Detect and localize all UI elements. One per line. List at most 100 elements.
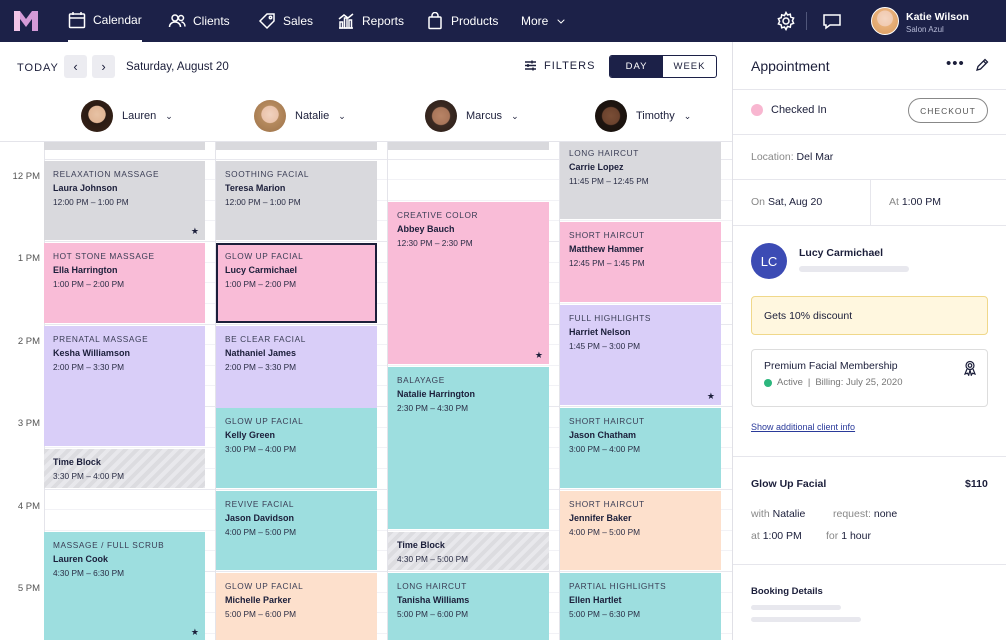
nav-sales-label: Sales [283,14,314,28]
staff-header-lauren[interactable]: Lauren ⌄ [81,99,173,133]
appointment-client: Tanisha Williams [397,595,470,605]
appointment-card[interactable]: Full Highlights Harriet Nelson 1:45 PM – 3… [560,304,721,405]
brand-logo-icon[interactable] [14,11,38,31]
appointment-card[interactable]: Soothing Facial Teresa Marion 12:00 PM – 1… [216,160,377,240]
appointment-time: 5:00 PM – 6:00 PM [397,609,469,619]
appointment-time: 2:00 PM – 3:30 PM [225,361,297,372]
next-day-button[interactable]: › [92,55,115,78]
appointment-card[interactable]: Revive Facial Jason Davidson 4:00 PM – 5:0… [216,490,377,570]
appointment-card[interactable]: Balayage Natalie Harrington 2:30 PM – 4:30… [388,366,549,529]
appointment-card[interactable]: Glow Up Facial Michelle Parker 5:00 PM – 6… [216,573,377,640]
appointment-time: 5:00 PM – 6:00 PM [225,609,297,619]
appointment-client: Time Block [397,539,445,550]
column-divider [559,142,560,640]
appointment-client: Abbey Bauch [397,223,455,234]
nav-sales[interactable]: Sales [258,0,313,42]
start-row[interactable]: at 1:00 PM [751,530,802,542]
appointment-card[interactable]: Glow Up Facial Kelly Green 3:00 PM – 4:00 … [216,408,377,488]
appointment-service: Short Haircut [569,230,645,241]
appointment-card[interactable]: Short Haircut Jennifer Baker 4:00 PM – 5:0… [560,490,721,570]
staff-header-marcus[interactable]: Marcus ⌄ [425,99,519,133]
status-dot [751,104,763,116]
nav-more[interactable]: More [521,0,567,42]
appointment-block-partial[interactable] [44,142,205,150]
reports-icon [338,13,354,29]
appointment-time: 5:00 PM – 6:30 PM [569,609,641,619]
grid-line [44,571,732,572]
date-row[interactable]: On Sat, Aug 20 [751,196,822,208]
appointment-service: Glow Up Facial [225,581,304,591]
nav-reports[interactable]: Reports [337,0,404,42]
time-value: 1:00 PM [901,196,941,208]
location-row[interactable]: Location: Del Mar [751,151,833,163]
appointment-time: 4:00 PM – 5:00 PM [569,526,641,537]
show-client-info-link[interactable]: Show additional client info [751,422,856,432]
divider [733,225,1006,226]
staff-row[interactable]: with Natalie [751,508,805,520]
day-view-button[interactable]: DAY [610,56,663,77]
membership-status: Active | Billing: July 25, 2020 [764,377,975,388]
client-avatar[interactable]: LC [751,243,787,279]
appointment-time: 12:45 PM – 1:45 PM [569,258,645,269]
appointment-time: 4:30 PM – 6:30 PM [53,567,125,578]
messages-button[interactable] [822,11,842,31]
time-block[interactable]: Time Block 4:30 PM – 5:00 PM [388,531,549,570]
more-options-icon[interactable]: ••• [946,55,965,72]
previous-day-button[interactable]: ‹ [64,55,87,78]
appointment-client: Jason Davidson [225,512,295,523]
appointment-card[interactable]: Relaxation Massage Laura Johnson 12:00 PM … [44,160,205,240]
membership-state: Active [777,377,803,388]
checkout-button[interactable]: CHECKOUT [908,98,988,123]
discount-notice: Gets 10% discount [751,296,988,335]
appointment-card[interactable]: Partial Highlights Ellen Hartlet 5:00 PM –… [560,573,721,640]
appointment-service: Short Haircut [569,416,645,426]
week-view-button[interactable]: WEEK [673,61,706,72]
award-ribbon-icon [963,360,977,376]
appointment-card[interactable]: Creative Color Abbey Bauch 12:30 PM – 2:30… [388,201,549,364]
appointment-card[interactable]: Glow Up Facial Lucy Carmichael 1:00 PM – 2… [216,243,377,323]
appointment-block-partial[interactable] [216,142,377,150]
client-name[interactable]: Lucy Carmichael [799,247,884,259]
appointment-card[interactable]: Short Haircut Jason Chatham 3:00 PM – 4:00… [560,408,721,488]
staff-header-natalie[interactable]: Natalie ⌄ [254,99,346,133]
time-row[interactable]: At 1:00 PM [889,196,941,208]
appointment-card[interactable]: Long Haircut Tanisha Williams 5:00 PM – 6:… [388,573,549,640]
service-name[interactable]: Glow Up Facial [751,478,827,490]
nav-calendar[interactable]: Calendar [68,0,142,42]
duration-row[interactable]: for 1 hour [826,530,871,542]
appointment-card[interactable]: Short Haircut Matthew Hammer 12:45 PM – 1:… [560,222,721,302]
edit-pencil-icon[interactable] [975,58,989,72]
appointment-card[interactable]: Hot Stone Massage Ella Harrington 1:00 PM … [44,243,205,323]
staff-header-timothy[interactable]: Timothy ⌄ [595,99,691,133]
user-avatar[interactable] [871,7,899,35]
user-name[interactable]: Katie Wilson [906,11,969,23]
duration-value: 1 hour [841,530,871,542]
appointment-card[interactable]: Massage / Full Scrub Lauren Cook 4:30 PM –… [44,531,205,640]
with-label: with [751,508,770,520]
membership-billing: Billing: July 25, 2020 [815,377,903,388]
today-button[interactable]: TODAY [17,62,59,74]
membership-card[interactable]: Premium Facial Membership Active | Billi… [751,349,988,407]
staff-avatar [81,100,113,132]
membership-separator: | [807,377,811,388]
appointment-card[interactable]: Long Haircut Carrie Lopez 11:45 PM – 12:45… [560,142,721,220]
appointment-service: Revive Facial [225,498,295,509]
appointment-client: Harriet Nelson [569,326,631,337]
booking-details-title: Booking Details [751,586,823,597]
membership-title: Premium Facial Membership [764,360,898,372]
nav-divider [806,12,807,30]
appointment-card[interactable]: Prenatal Massage Kesha Williamson 2:00 PM … [44,325,205,447]
time-block[interactable]: Time Block 3:30 PM – 4:00 PM [44,449,205,488]
start-value: 1:00 PM [762,530,802,542]
request-row[interactable]: request: none [833,508,897,520]
settings-button[interactable] [776,10,796,32]
appointment-time: 11:45 PM – 12:45 PM [569,175,649,186]
chevron-left-icon: ‹ [73,59,78,74]
nav-clients[interactable]: Clients [168,0,230,42]
nav-products[interactable]: Products [426,0,498,42]
filters-button[interactable]: FILTERS [524,59,595,72]
appointment-client: Lauren Cook [53,553,109,564]
appointment-block-partial[interactable] [388,142,549,150]
status-text[interactable]: Checked In [771,104,827,116]
appointment-service: Prenatal Massage [53,333,149,344]
